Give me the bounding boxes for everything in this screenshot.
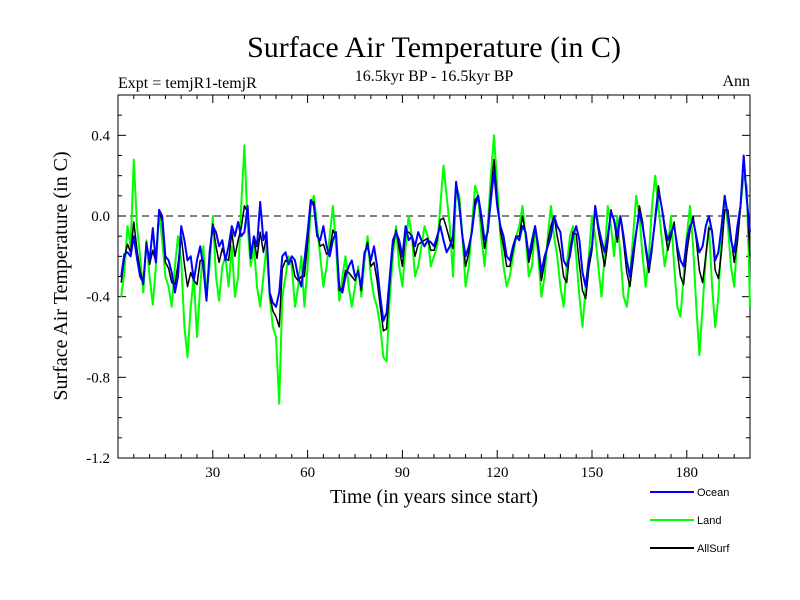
chart-title: Surface Air Temperature (in C) (247, 31, 621, 64)
y-tick-label: -1.2 (86, 451, 110, 467)
legend: Ocean Land AllSurf (650, 487, 730, 555)
legend-label-allsurf: AllSurf (697, 543, 730, 555)
x-axis-label: Time (in years since start) (330, 486, 538, 508)
y-tick-label: 0.0 (91, 209, 110, 225)
series-line-ocean (120, 154, 751, 322)
season-label: Ann (722, 73, 750, 90)
y-tick-label: -0.4 (86, 290, 110, 306)
plot-frame (117, 94, 751, 459)
series-line-land (120, 134, 751, 405)
legend-label-land: Land (697, 515, 721, 527)
x-tick-label: 120 (486, 465, 509, 481)
legend-label-ocean: Ocean (697, 487, 729, 499)
x-tick-label: 30 (205, 465, 220, 481)
y-axis-label: Surface Air Temperature (in C) (50, 151, 72, 400)
chart-subtitle: 16.5kyr BP - 16.5kyr BP (355, 68, 514, 85)
expt-label: Expt = temjR1-temjR (118, 75, 257, 92)
series-group (120, 134, 751, 405)
x-tick-label: 60 (300, 465, 315, 481)
y-axis: -1.2 -0.8 -0.4 0.0 0.4 (86, 94, 750, 467)
y-tick-label: 0.4 (91, 128, 110, 144)
x-axis: 30 60 90 120 150 180 (133, 95, 735, 481)
x-tick-label: 90 (395, 465, 410, 481)
x-tick-label: 180 (676, 465, 699, 481)
y-tick-label: -0.8 (86, 370, 110, 386)
x-tick-label: 150 (581, 465, 604, 481)
